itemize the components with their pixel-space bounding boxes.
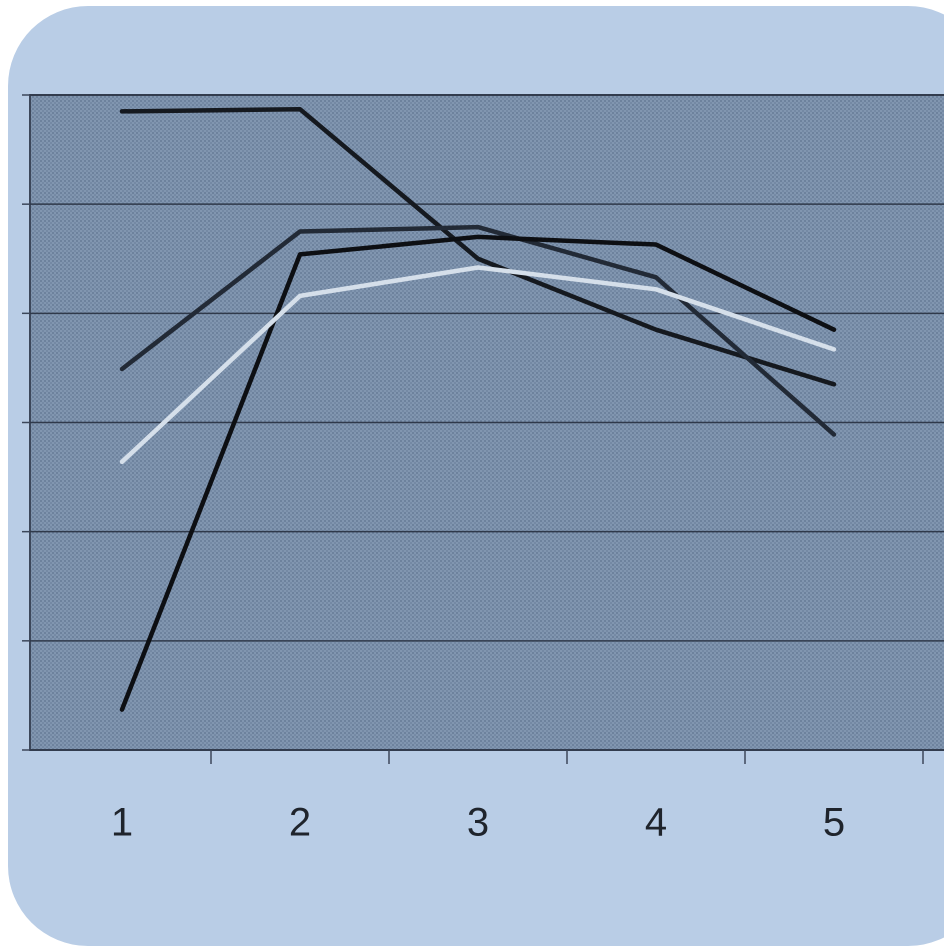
x-tick-label: 5 (823, 801, 845, 845)
x-tick-label: 3 (467, 801, 489, 845)
page: {"chart_data": {"type": "line", "categor… (0, 0, 944, 950)
x-tick-label: 4 (645, 801, 667, 845)
x-tick-label: 1 (111, 801, 133, 845)
photo: 1 2 3 4 5 (0, 0, 944, 950)
chart: 1 2 3 4 5 (0, 0, 944, 950)
x-tick-label: 2 (289, 801, 311, 845)
